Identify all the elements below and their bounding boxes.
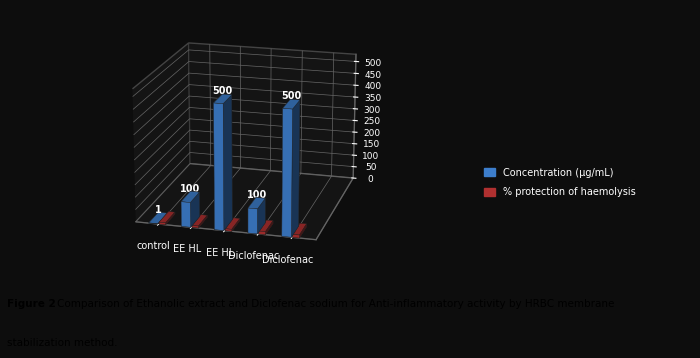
Legend: Concentration (μg/mL), % protection of haemolysis: Concentration (μg/mL), % protection of h… [481,165,639,200]
Text: Figure 2: Figure 2 [7,299,60,309]
Text: stabilization method.: stabilization method. [7,338,118,348]
Text: Comparison of Ethanolic extract and Diclofenac sodium for Anti-inflammatory acti: Comparison of Ethanolic extract and Dicl… [57,299,615,309]
